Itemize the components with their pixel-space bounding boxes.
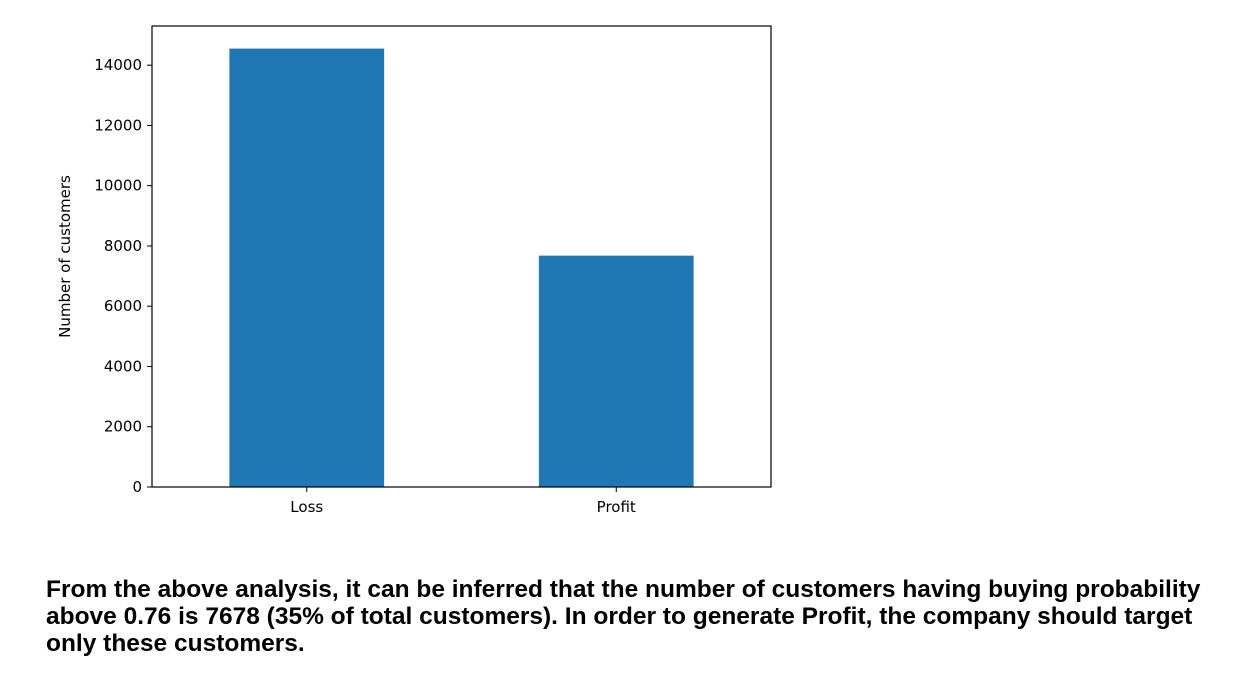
plot-frame <box>151 25 772 488</box>
bar-loss <box>229 48 385 488</box>
x-ticks-group: Loss Profit <box>290 487 636 516</box>
x-tick-label: Profit <box>597 498 636 516</box>
y-axis-label: Number of customers <box>56 175 74 338</box>
x-tick-label: Loss <box>290 498 323 516</box>
bar-profit <box>538 255 694 487</box>
y-tick-label: 14000 <box>94 56 142 74</box>
y-tick-label: 4000 <box>104 357 142 375</box>
y-ticks-group: 0 2000 4000 6000 8000 10000 12000 14000 <box>94 56 152 496</box>
y-tick-label: 0 <box>132 478 142 496</box>
summary-text: From the above analysis, it can be infer… <box>46 576 1201 657</box>
bars-group <box>229 48 694 488</box>
y-tick-label: 2000 <box>104 418 142 436</box>
y-tick-label: 12000 <box>94 116 142 134</box>
y-tick-label: 10000 <box>94 177 142 195</box>
y-tick-label: 6000 <box>104 297 142 315</box>
y-tick-label: 8000 <box>104 237 142 255</box>
bar-chart: 0 2000 4000 6000 8000 10000 12000 14000 Loss Pro… <box>56 25 772 516</box>
